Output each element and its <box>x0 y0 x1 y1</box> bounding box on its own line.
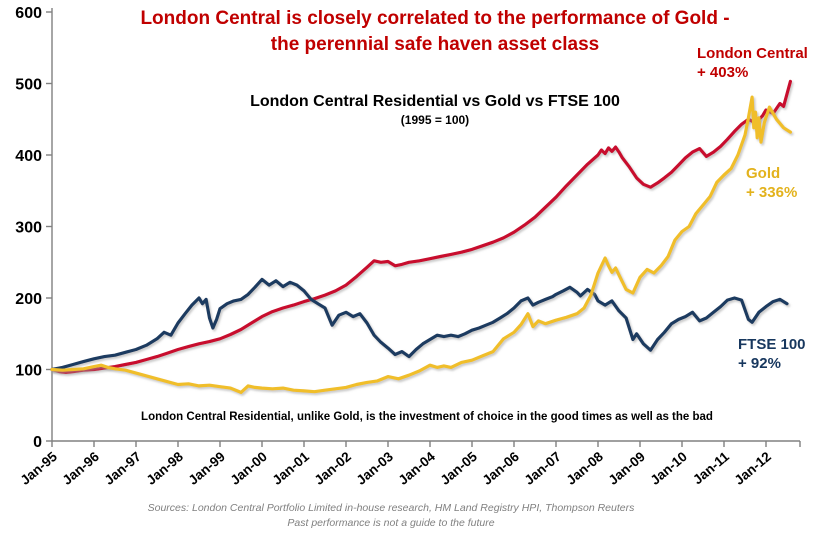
x-tick-label: Jan-07 <box>522 449 564 488</box>
y-tick-label: 400 <box>15 148 42 165</box>
x-tick-label: Jan-10 <box>648 449 690 488</box>
chart-series <box>50 79 793 394</box>
x-tick-label: Jan-04 <box>396 448 439 487</box>
x-tick-label: Jan-11 <box>690 448 732 487</box>
x-tick-label: Jan-02 <box>312 449 354 488</box>
x-tick-label: Jan-00 <box>228 449 270 488</box>
series-line-london-central <box>50 79 793 374</box>
series-label-ftse-pct: + 92% <box>738 355 781 372</box>
page-title-line1: London Central is closely correlated to … <box>140 8 730 29</box>
series-line-gold <box>50 95 793 394</box>
x-tick-label: Jan-96 <box>60 448 103 487</box>
series-label-gold-name: Gold <box>746 165 781 182</box>
series-label-ftse: FTSE 100 + 92% <box>738 335 806 373</box>
y-tick-label: 600 <box>15 5 42 22</box>
x-tick-label: Jan-06 <box>480 448 523 487</box>
chart-title-line1: London Central Residential vs Gold vs FT… <box>250 93 620 110</box>
chart-annotation: London Central Residential, unlike Gold,… <box>141 411 713 423</box>
y-tick-label: 500 <box>15 77 42 94</box>
series-label-london-central-pct: + 403% <box>697 64 749 81</box>
y-tick-label: 300 <box>15 220 42 237</box>
series-label-london-central: London Central + 403% <box>697 44 808 82</box>
series-label-gold: Gold + 336% <box>746 164 797 202</box>
chart-title-base-note: (1995 = 100) <box>400 113 470 127</box>
series-label-gold-pct: + 336% <box>746 184 798 201</box>
series-label-ftse-name: FTSE 100 <box>738 336 806 353</box>
y-tick-label: 0 <box>33 434 42 451</box>
page-title-line2: the perennial safe haven asset class <box>270 34 600 55</box>
y-tick-label: 200 <box>15 291 42 308</box>
x-tick-label: Jan-05 <box>438 448 481 487</box>
series-label-london-central-name: London Central <box>697 45 808 62</box>
x-tick-label: Jan-03 <box>354 448 397 487</box>
x-tick-label: Jan-98 <box>144 448 187 487</box>
disclaimer-line: Past performance is not a guide to the f… <box>287 517 495 529</box>
sources-line: Sources: London Central Portfolio Limite… <box>147 502 635 514</box>
x-tick-label: Jan-01 <box>270 448 313 487</box>
x-tick-label: Jan-12 <box>732 449 774 488</box>
x-tick-label: Jan-09 <box>606 449 648 488</box>
sources-footer: Sources: London Central Portfolio Limite… <box>0 501 782 531</box>
x-tick-label: Jan-08 <box>564 448 607 487</box>
y-tick-label: 100 <box>15 363 42 380</box>
x-tick-label: Jan-99 <box>186 449 228 488</box>
series-line-ftse-100 <box>50 277 789 372</box>
x-tick-label: Jan-97 <box>102 449 144 488</box>
x-tick-label: Jan-95 <box>18 448 61 487</box>
page-title: London Central is closely correlated to … <box>50 6 820 58</box>
chart-title: London Central Residential vs Gold vs FT… <box>50 92 820 130</box>
